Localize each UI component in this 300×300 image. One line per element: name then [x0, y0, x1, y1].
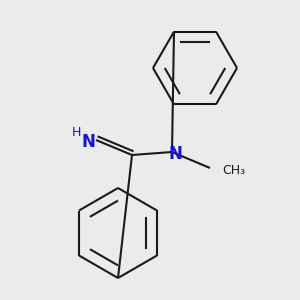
- Text: H: H: [71, 125, 81, 139]
- Text: N: N: [168, 145, 182, 163]
- Text: N: N: [81, 133, 95, 151]
- Text: CH₃: CH₃: [222, 164, 245, 176]
